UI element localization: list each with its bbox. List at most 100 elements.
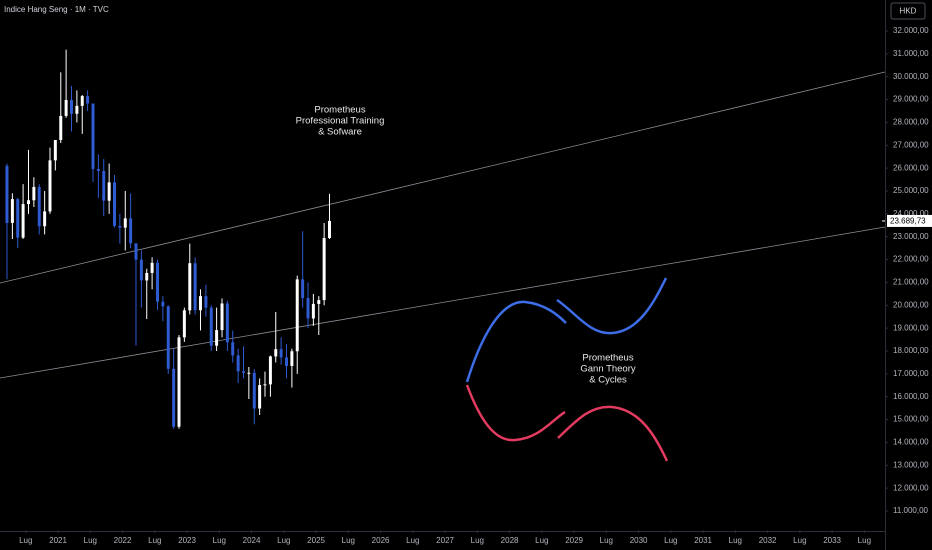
candle-body — [215, 330, 219, 346]
candle-body — [225, 303, 229, 343]
trend-line — [0, 226, 886, 379]
candle-body — [295, 279, 299, 352]
x-tick-label: Lug — [664, 536, 677, 545]
candle-body — [301, 279, 305, 299]
x-tick-label: Lug — [600, 536, 613, 545]
candle-body — [145, 272, 149, 281]
y-tick-label: 28.000,00 — [893, 118, 929, 127]
candle-body — [80, 96, 84, 106]
x-tick-label: Lug — [858, 536, 871, 545]
candle-body — [53, 140, 57, 161]
candle-body — [274, 349, 278, 357]
candle-body — [43, 211, 47, 227]
y-tick-label: 13.000,00 — [893, 460, 929, 469]
candle-body — [198, 296, 202, 311]
candle-body — [37, 186, 41, 227]
candle-body — [242, 371, 245, 373]
x-tick-label: 2021 — [49, 536, 67, 545]
cycle-curve — [465, 384, 566, 442]
candle-body — [32, 186, 36, 201]
candle-body — [306, 298, 310, 319]
candle-body — [10, 199, 14, 223]
currency[interactable]: HKD — [900, 7, 917, 16]
y-tick-label: 18.000,00 — [893, 346, 929, 355]
candle-body — [209, 307, 213, 346]
annotation-text: Gann Theory — [580, 364, 636, 375]
x-tick-label: Lug — [406, 536, 419, 545]
x-tick-label: Lug — [148, 536, 161, 545]
cycle-curve — [556, 277, 668, 335]
candle-body — [285, 357, 289, 366]
y-tick-label: 17.000,00 — [893, 369, 929, 378]
candle-body — [139, 259, 143, 281]
candle-body — [182, 310, 186, 338]
annotation-text: Prometheus — [314, 105, 365, 116]
x-tick-label: Lug — [213, 536, 226, 545]
annotation-text: Professional Training — [296, 116, 385, 127]
candle-body — [69, 100, 73, 114]
candle-body — [247, 372, 251, 374]
x-tick-label: 2026 — [372, 536, 390, 545]
y-tick-label: 27.000,00 — [893, 140, 929, 149]
candle-body — [75, 105, 79, 114]
y-tick-label: 22.000,00 — [893, 255, 929, 264]
y-tick-label: 23.000,00 — [893, 232, 929, 241]
candle-body — [86, 96, 90, 104]
candle-body — [27, 200, 31, 205]
candle-body — [188, 263, 192, 311]
x-tick-label: 2022 — [114, 536, 132, 545]
x-tick-label: 2030 — [630, 536, 648, 545]
candle-body — [118, 225, 122, 228]
y-tick-label: 14.000,00 — [893, 438, 929, 447]
x-tick-label: 2029 — [565, 536, 583, 545]
x-tick-label: 2032 — [759, 536, 777, 545]
chart-title: Indice Hang Seng · 1M · TVC — [4, 5, 109, 14]
candle-body — [327, 220, 331, 239]
y-tick-label: 24.000,00 — [893, 209, 929, 218]
candle-body — [311, 303, 315, 319]
candle-body — [96, 169, 100, 171]
candle-body — [172, 368, 176, 427]
candle-body — [64, 100, 68, 116]
x-tick-label: Lug — [535, 536, 548, 545]
cycle-curve — [557, 405, 669, 462]
candle-body — [204, 296, 208, 308]
candle-body — [91, 103, 95, 170]
candle-body — [21, 204, 25, 238]
x-tick-label: 2023 — [178, 536, 196, 545]
y-tick-label: 32.000,00 — [893, 26, 929, 35]
y-tick-label: 11.000,00 — [893, 506, 929, 515]
annotation-text: & Cycles — [589, 375, 627, 386]
candle-body — [252, 372, 256, 409]
candle-body — [102, 170, 106, 201]
candle-body — [113, 182, 116, 226]
x-tick-label: 2031 — [694, 536, 712, 545]
currency-box[interactable] — [890, 2, 926, 20]
last-price-label: 23.689,73 — [890, 217, 926, 226]
candle-body — [123, 218, 127, 228]
candle-body — [5, 165, 9, 223]
x-tick-label: Lug — [277, 536, 290, 545]
candle-body — [258, 385, 262, 409]
candle-body — [268, 356, 272, 385]
candle-body — [220, 303, 224, 331]
candle-body — [193, 263, 197, 311]
x-tick-label: 2027 — [436, 536, 454, 545]
candle-body — [236, 355, 240, 372]
candle-body — [263, 384, 267, 386]
y-tick-label: 21.000,00 — [893, 278, 929, 287]
last-price-box — [887, 214, 932, 227]
y-tick-label: 31.000,00 — [893, 49, 929, 58]
candle-body — [59, 115, 63, 141]
candle-body — [48, 160, 52, 212]
x-tick-label: Lug — [84, 536, 97, 545]
cycle-curve — [465, 300, 567, 383]
x-tick-label: 2024 — [243, 536, 261, 545]
y-tick-label: 20.000,00 — [893, 300, 929, 309]
x-tick-label: Lug — [342, 536, 355, 545]
trend-line — [0, 71, 886, 284]
candle-body — [231, 342, 235, 356]
candle-body — [129, 218, 133, 244]
candle-body — [156, 262, 160, 302]
